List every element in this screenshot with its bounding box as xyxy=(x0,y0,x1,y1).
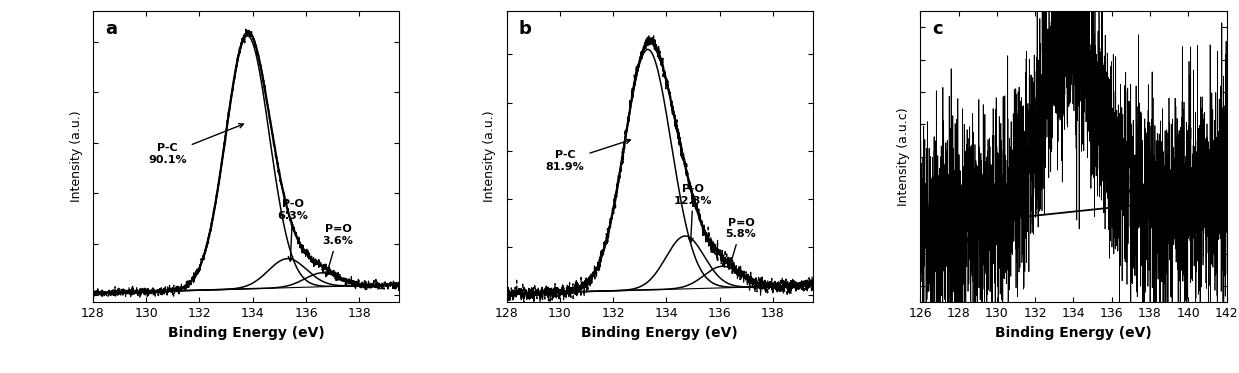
Text: c: c xyxy=(933,20,943,38)
Y-axis label: Intensity (a.u.): Intensity (a.u.) xyxy=(483,111,496,203)
X-axis label: Binding Energy (eV): Binding Energy (eV) xyxy=(995,326,1152,339)
Text: b: b xyxy=(519,20,532,38)
Text: P-C
81.9%: P-C 81.9% xyxy=(546,139,631,172)
Text: P=O
5.8%: P=O 5.8% xyxy=(726,217,756,269)
Text: P-O
6.3%: P-O 6.3% xyxy=(278,199,309,261)
X-axis label: Binding Energy (eV): Binding Energy (eV) xyxy=(581,326,738,339)
Text: a: a xyxy=(105,20,118,38)
Text: P-C
90.1%: P-C 90.1% xyxy=(149,124,243,165)
X-axis label: Binding Energy (eV): Binding Energy (eV) xyxy=(167,326,325,339)
Text: P=O
3.6%: P=O 3.6% xyxy=(322,224,353,276)
Y-axis label: Intensity (a.u.c): Intensity (a.u.c) xyxy=(897,107,909,206)
Y-axis label: Intensity (a.u.): Intensity (a.u.) xyxy=(69,111,83,203)
Text: P-O
12.3%: P-O 12.3% xyxy=(674,184,712,242)
